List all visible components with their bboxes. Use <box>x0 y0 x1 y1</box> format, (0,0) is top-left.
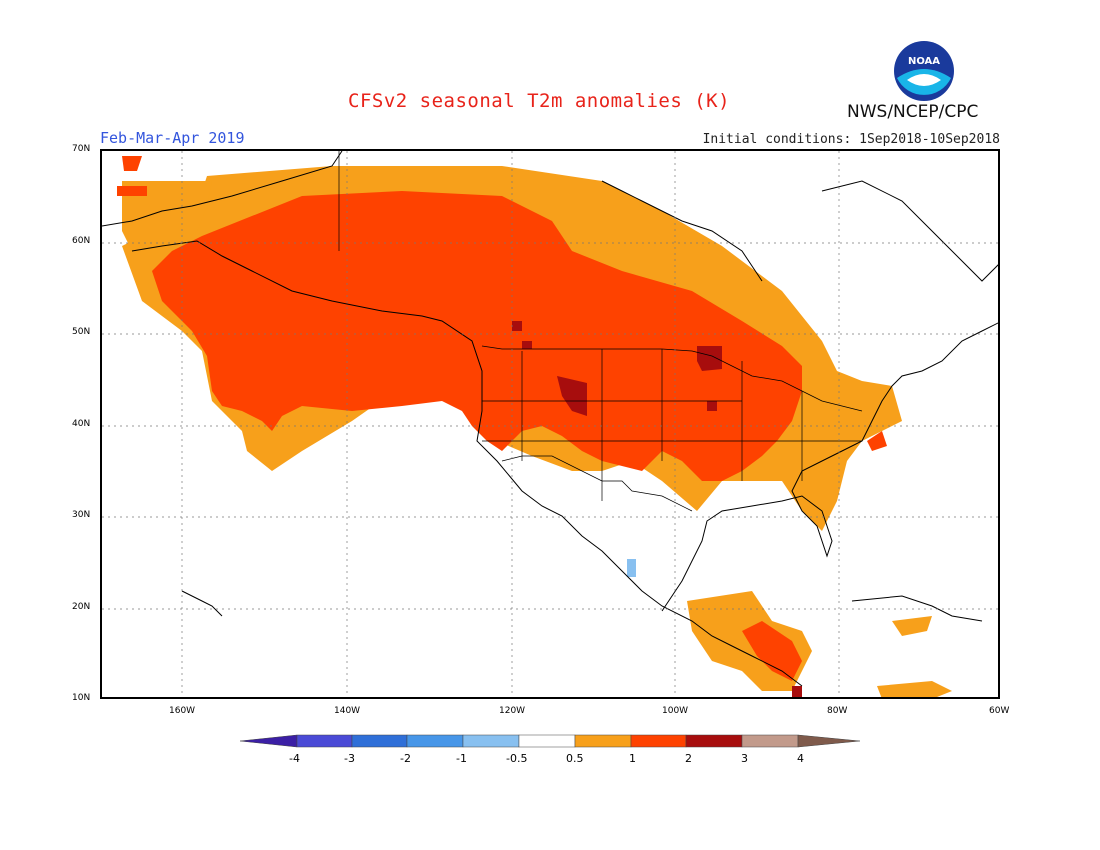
lon-label-80w: 80W <box>827 706 848 716</box>
lat-label-70n: 70N <box>72 144 91 154</box>
colorbar-label: -4 <box>289 752 300 765</box>
initial-conditions-label: Initial conditions: 1Sep2018-10Sep2018 <box>702 132 1000 147</box>
agency-label: NWS/NCEP/CPC <box>847 102 979 122</box>
noaa-logo: NOAA <box>894 41 954 101</box>
colorbar-swatch <box>296 734 353 748</box>
anomaly-region-neg <box>627 559 636 577</box>
lon-label-60w: 60W <box>989 706 1010 716</box>
colorbar-arrow-high <box>797 734 860 748</box>
colorbar-swatch <box>406 734 464 748</box>
colorbar-swatch <box>351 734 408 748</box>
borders <box>338 151 863 512</box>
colorbar-label: -1 <box>456 752 467 765</box>
colorbar-swatch <box>574 734 632 748</box>
colorbar-label: -0.5 <box>506 752 528 765</box>
colorbar-label: 3 <box>741 752 748 765</box>
colorbar-label: 2 <box>685 752 692 765</box>
lat-label-10n: 10N <box>72 693 91 703</box>
anomaly-map <box>100 149 1000 699</box>
map-title: CFSv2 seasonal T2m anomalies (K) <box>348 90 731 112</box>
colorbar <box>240 734 860 748</box>
lon-label-140w: 140W <box>334 706 361 716</box>
lon-label-100w: 100W <box>662 706 689 716</box>
lon-label-160w: 160W <box>169 706 196 716</box>
coastlines <box>102 151 998 687</box>
season-label: Feb-Mar-Apr 2019 <box>100 129 245 147</box>
lat-label-30n: 30N <box>72 510 91 520</box>
lon-label-120w: 120W <box>499 706 526 716</box>
colorbar-swatch <box>630 734 687 748</box>
lat-label-50n: 50N <box>72 327 91 337</box>
map-canvas <box>102 151 998 697</box>
colorbar-label: -3 <box>344 752 355 765</box>
colorbar-label: 1 <box>629 752 636 765</box>
colorbar-swatch <box>518 734 576 748</box>
colorbar-swatch <box>685 734 743 748</box>
colorbar-label: 4 <box>797 752 804 765</box>
lat-label-20n: 20N <box>72 602 91 612</box>
noaa-logo-text: NOAA <box>908 56 940 67</box>
lat-label-60n: 60N <box>72 236 91 246</box>
graticule <box>102 151 998 697</box>
colorbar-swatch <box>741 734 799 748</box>
colorbar-arrow-low <box>240 734 298 748</box>
anomaly-region-1-2 <box>117 156 887 681</box>
colorbar-label: -2 <box>400 752 411 765</box>
colorbar-label: 0.5 <box>566 752 584 765</box>
colorbar-swatch <box>462 734 520 748</box>
lat-label-40n: 40N <box>72 419 91 429</box>
anomaly-region-2-3 <box>512 321 802 697</box>
